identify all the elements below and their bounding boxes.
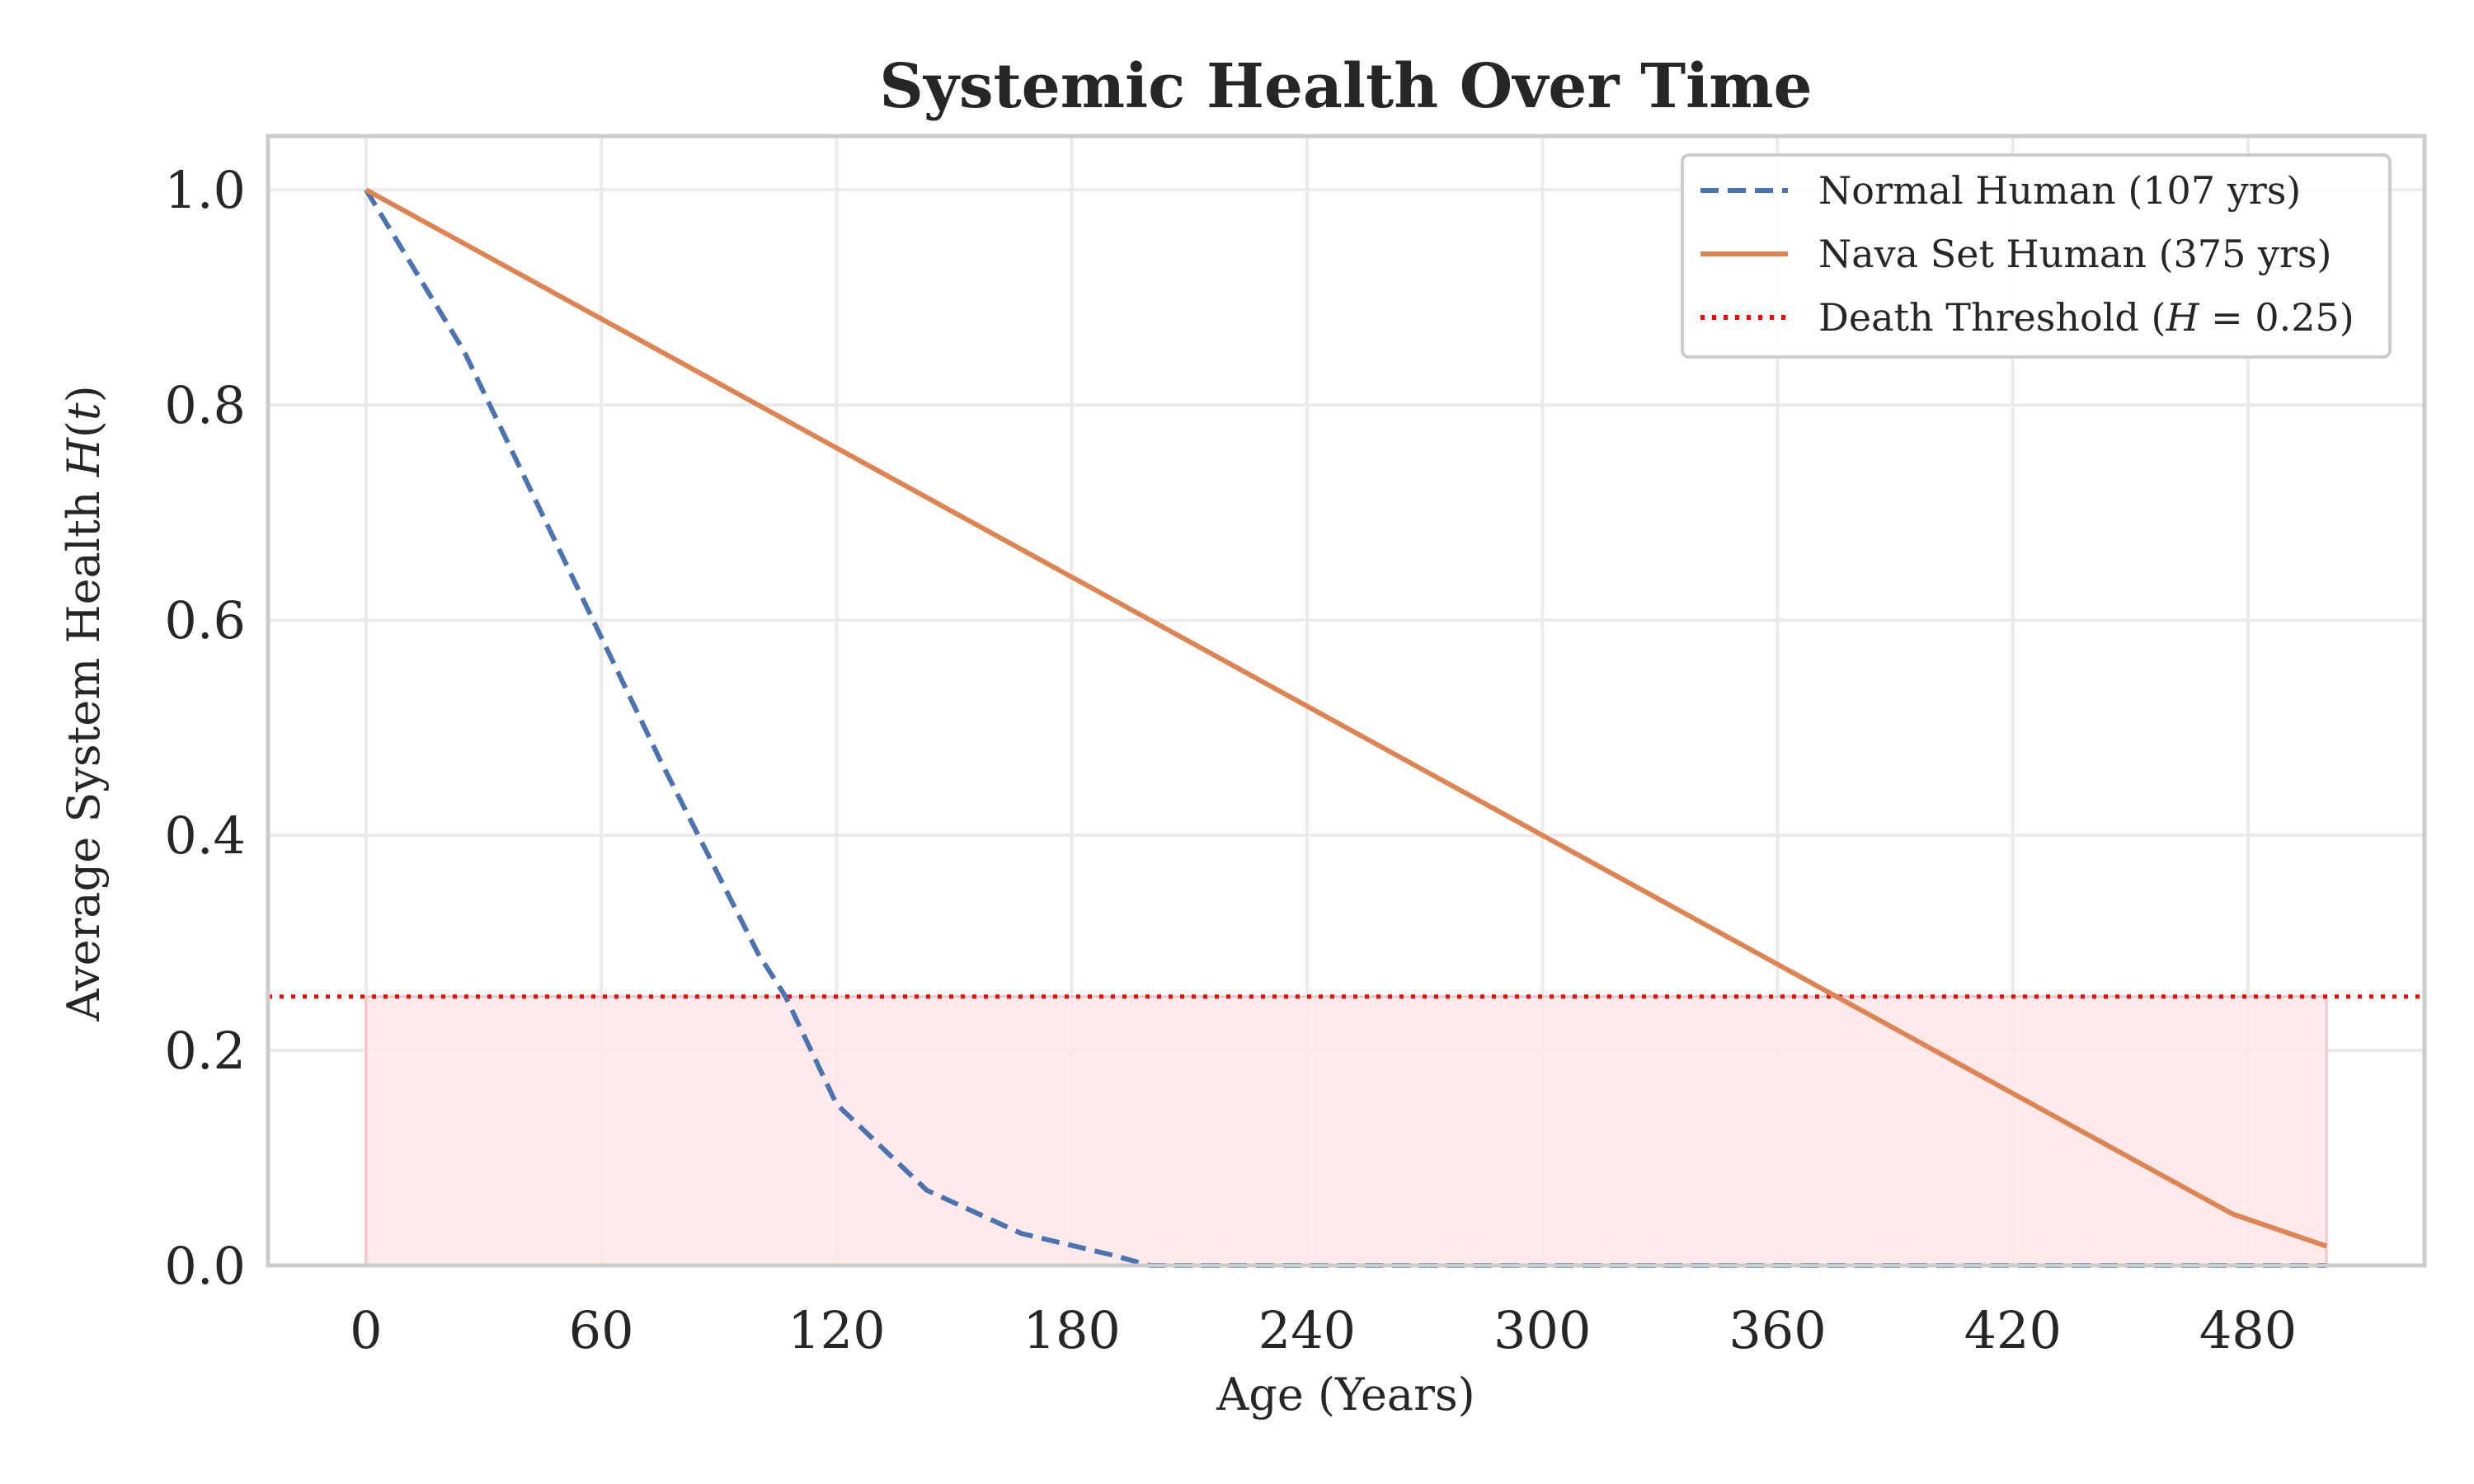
axes-frame [266,134,2427,1268]
y-tick-label: 1.0 [164,160,246,220]
legend-label-0: Normal Human (107 yrs) [1818,168,2301,213]
y-tick-label: 0.4 [164,805,246,866]
chart-title: Systemic Health Over Time [879,51,1812,122]
legend-label-threshold: Death Threshold (H = 0.25) [1818,295,2354,340]
x-tick-label: 300 [1493,1300,1591,1360]
y-tick-label: 0.6 [164,590,246,650]
legend-threshold-var: H [2165,295,2199,340]
death-zone-shading [365,995,2328,1267]
x-tick-label: 0 [350,1300,382,1360]
y-axis-label-paren-close: ) [58,385,110,402]
x-tick-label: 240 [1258,1300,1356,1360]
x-tick-label: 60 [569,1300,634,1360]
x-tick-label: 480 [2199,1300,2297,1360]
legend-box [1681,153,2392,359]
legend: Normal Human (107 yrs) Nava Set Human (37… [1681,153,2392,359]
x-axis-label: Age (Years) [1216,1369,1475,1421]
y-axis-label-math: H [58,437,110,477]
legend-threshold-suffix: = 0.25) [2199,295,2354,340]
legend-label-1: Nava Set Human (375 yrs) [1818,232,2331,276]
y-tick-label: 0.0 [164,1236,246,1296]
series-line-1 [365,187,2328,1249]
y-axis-label-paren-open: ( [58,420,110,438]
x-tick-label: 360 [1729,1300,1826,1360]
y-axis-label-text: Average System Health [58,477,110,1021]
y-axis-label: Average System Health H(t) [58,385,110,1021]
y-tick-label: 0.2 [164,1021,246,1081]
y-axis-label-math-var: t [58,402,110,420]
x-tick-label: 420 [1964,1300,2062,1360]
y-tick-label: 0.8 [164,375,246,435]
legend-threshold-prefix: Death Threshold ( [1818,295,2166,340]
x-tick-label: 180 [1023,1300,1121,1360]
x-tick-label: 120 [788,1300,885,1360]
